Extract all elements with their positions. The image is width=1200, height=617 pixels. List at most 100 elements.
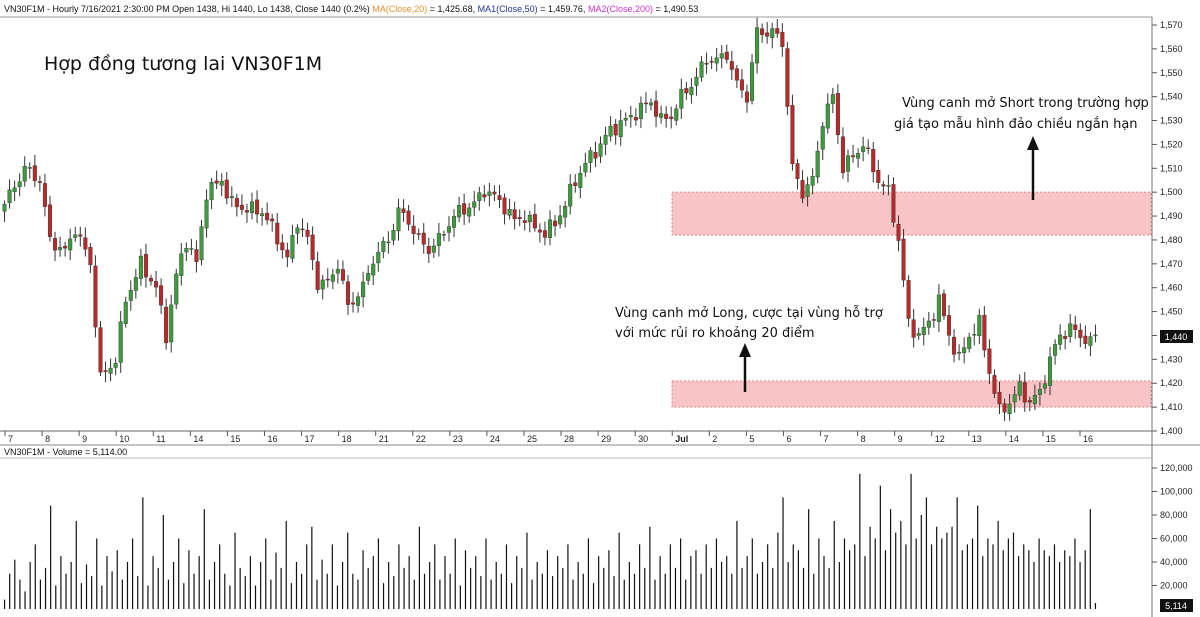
candle-up — [547, 219, 553, 238]
candle-up — [138, 255, 143, 279]
time-tick-label: 8 — [45, 434, 50, 444]
candle-down — [406, 210, 411, 225]
candle-up — [638, 102, 643, 119]
candle-up — [820, 126, 825, 150]
candle-up — [972, 334, 977, 336]
candle-down — [881, 184, 886, 187]
volume-tick-label: 80,000 — [1160, 510, 1188, 520]
time-tick-label: 6 — [786, 434, 791, 444]
price-tick-label: 1,570 — [1160, 20, 1183, 30]
price-tick-label: 1,510 — [1160, 163, 1183, 173]
candle-up — [830, 94, 835, 104]
time-tick-label: 18 — [342, 434, 352, 444]
candle-down — [159, 285, 164, 306]
candle-up — [558, 215, 563, 225]
candle-down — [982, 314, 987, 351]
price-tick-label: 1,420 — [1160, 378, 1183, 388]
time-tick-label: 25 — [527, 434, 537, 444]
candle-down — [709, 61, 714, 63]
candle-up — [431, 245, 436, 253]
candle-down — [1022, 382, 1027, 403]
candle-down — [542, 230, 547, 238]
candle-up — [648, 102, 654, 106]
candle-up — [588, 150, 593, 163]
price-tick-label: 1,410 — [1160, 402, 1183, 412]
time-tick-label: 2 — [712, 434, 717, 444]
candle-up — [608, 125, 613, 137]
time-tick-label: 29 — [601, 434, 611, 444]
candle-down — [340, 269, 345, 281]
candle-down — [739, 79, 744, 91]
candle-down — [613, 123, 618, 136]
volume-tick-label: 20,000 — [1160, 581, 1188, 591]
price-tick-label: 1,500 — [1160, 187, 1183, 197]
candle-up — [295, 227, 300, 234]
candle-up — [1088, 336, 1093, 346]
candle-down — [734, 68, 739, 81]
candle-up — [861, 146, 866, 152]
candle-down — [643, 102, 648, 105]
time-tick-label: 30 — [638, 434, 648, 444]
candle-up — [249, 201, 255, 214]
candle-down — [315, 261, 320, 290]
candle-up — [330, 274, 335, 282]
candle-up — [128, 290, 133, 301]
candle-down — [669, 116, 674, 119]
candle-up — [755, 27, 760, 64]
candle-up — [916, 333, 921, 336]
candle-down — [522, 220, 527, 223]
candle-down — [63, 245, 68, 249]
time-tick-label: 22 — [416, 434, 426, 444]
time-tick-label: 7 — [8, 434, 13, 444]
candle-down — [931, 319, 936, 321]
candle-up — [58, 247, 63, 251]
candle-up — [113, 363, 118, 368]
candle-down — [482, 194, 487, 198]
candle-down — [866, 147, 871, 150]
last-price-label: 1,440 — [1165, 332, 1188, 342]
candle-up — [356, 296, 361, 306]
time-tick-label: 15 — [230, 434, 240, 444]
candle-up — [598, 143, 603, 157]
candle-up — [719, 53, 724, 59]
long-zone-note-line2: với mức rủi ro khoảng 20 điểm — [615, 326, 815, 341]
candle-down — [1083, 335, 1088, 344]
zones-layer — [671, 191, 1152, 408]
candle-up — [477, 192, 482, 201]
candle-down — [537, 229, 542, 233]
chart-title: Hợp đồng tương lai VN30F1M — [44, 53, 322, 75]
candle-down — [255, 199, 260, 215]
candle-down — [143, 253, 148, 278]
candle-up — [229, 196, 234, 199]
candle-up — [179, 253, 184, 276]
candle-up — [1042, 383, 1047, 389]
candle-up — [118, 321, 123, 363]
candle-up — [22, 166, 27, 182]
time-tick-label: 23 — [453, 434, 463, 444]
candle-up — [1058, 334, 1063, 345]
candle-up — [694, 76, 699, 86]
candle-up — [391, 230, 396, 241]
candle-down — [785, 48, 790, 107]
candle-down — [78, 234, 83, 237]
candle-down — [275, 222, 280, 245]
candle-down — [987, 348, 992, 374]
time-tick-label: 21 — [379, 434, 389, 444]
candle-up — [123, 301, 128, 324]
candle-up — [856, 153, 861, 159]
candle-down — [876, 169, 881, 183]
candle-up — [446, 226, 452, 233]
candle-down — [1027, 400, 1032, 403]
time-tick-label: 9 — [82, 434, 87, 444]
candle-up — [441, 234, 446, 236]
candle-up — [204, 199, 209, 229]
candle-down — [800, 180, 805, 199]
candle-down — [53, 238, 58, 251]
candle-down — [502, 197, 507, 215]
candle-up — [452, 216, 457, 228]
short-zone-note-line1: Vùng canh mở Short trong trường hợp — [902, 96, 1149, 111]
candle-up — [472, 201, 477, 208]
candle-up — [628, 115, 633, 118]
price-tick-label: 1,490 — [1160, 211, 1183, 221]
